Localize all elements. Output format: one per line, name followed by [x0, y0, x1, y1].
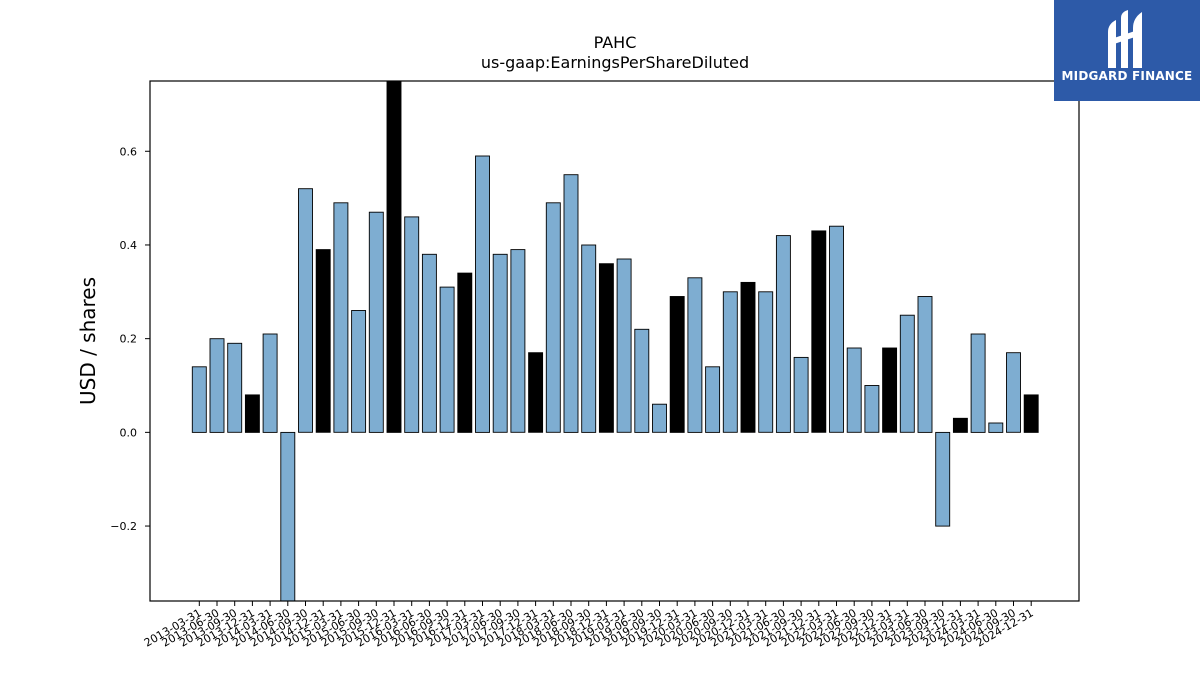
bar-2022-03-31	[829, 225, 844, 433]
bar-2021-12-31	[811, 230, 827, 433]
bar-2014-12-31	[315, 249, 331, 433]
bar-2022-09-30	[864, 385, 880, 433]
bar-2022-12-31	[882, 347, 898, 433]
bar-2021-03-31	[758, 291, 774, 433]
brand-name: MIDGARD FINANCE	[1061, 69, 1193, 83]
midgard-logo-icon	[1108, 10, 1142, 68]
bar-2020-09-30	[722, 291, 738, 433]
bar-2024-12-31	[1023, 394, 1039, 433]
bar-2017-03-31	[475, 155, 490, 433]
bar-2019-12-31	[669, 296, 685, 433]
y-tick-label: 0.0	[120, 426, 138, 439]
y-axis-label: USD / shares	[76, 277, 100, 405]
bar-2019-06-30	[634, 328, 650, 433]
bar-2019-09-30	[652, 403, 667, 433]
y-tick-label: −0.2	[110, 520, 137, 533]
bar-2023-06-30	[917, 296, 933, 433]
bar-2024-03-31	[970, 333, 986, 433]
bar-2020-12-31	[740, 281, 756, 433]
bar-2015-12-31	[386, 80, 402, 433]
bar-2015-06-30	[351, 310, 367, 433]
bars-group	[191, 80, 1039, 602]
bar-2022-06-30	[846, 347, 862, 433]
chart-title: PAHC	[594, 33, 637, 52]
bar-2014-09-30	[298, 188, 313, 433]
bar-2016-09-30	[439, 286, 455, 433]
bar-2018-03-31	[545, 202, 561, 433]
bar-2023-12-31	[952, 417, 968, 433]
bar-2015-09-30	[368, 211, 384, 433]
bar-2023-09-30	[935, 431, 951, 527]
bar-2016-06-30	[421, 253, 437, 433]
bar-2023-03-31	[899, 314, 915, 433]
bar-2013-03-31	[191, 366, 207, 433]
chart-subtitle: us-gaap:EarningsPerShareDiluted	[481, 53, 749, 72]
bar-2013-06-30	[209, 338, 225, 433]
y-tick-label: 0.4	[120, 239, 138, 252]
bar-2021-09-30	[793, 356, 809, 433]
bar-2013-09-30	[227, 342, 243, 433]
bar-2024-06-30	[988, 422, 1004, 433]
bar-2015-03-31	[333, 202, 349, 433]
bar-2014-03-31	[262, 333, 278, 433]
bar-2017-12-31	[528, 352, 544, 433]
bar-2018-06-30	[563, 174, 579, 433]
bar-2017-09-30	[510, 249, 526, 433]
bar-2024-09-30	[1006, 352, 1021, 433]
bar-2016-12-31	[457, 272, 473, 433]
bar-2017-06-30	[492, 253, 508, 433]
bar-2016-03-31	[404, 216, 420, 433]
brand-logo: MIDGARD FINANCE	[1054, 0, 1200, 101]
bar-2019-03-31	[616, 258, 632, 433]
bar-2018-09-30	[581, 244, 597, 433]
bar-2020-06-30	[705, 366, 721, 433]
x-ticks-group: 2013-03-312013-06-302013-09-302013-12-31…	[142, 601, 1036, 650]
y-ticks-group: −0.2 0.0 0.2 0.4 0.6	[110, 145, 150, 533]
y-tick-label: 0.2	[120, 333, 138, 346]
plot-frame	[149, 80, 1080, 602]
y-tick-label: 0.6	[120, 145, 138, 158]
bar-2020-03-31	[687, 277, 703, 433]
bar-2018-12-31	[598, 263, 614, 433]
bar-2013-12-31	[244, 394, 260, 433]
bar-2014-06-30	[280, 431, 296, 602]
bar-2021-06-30	[775, 235, 791, 433]
